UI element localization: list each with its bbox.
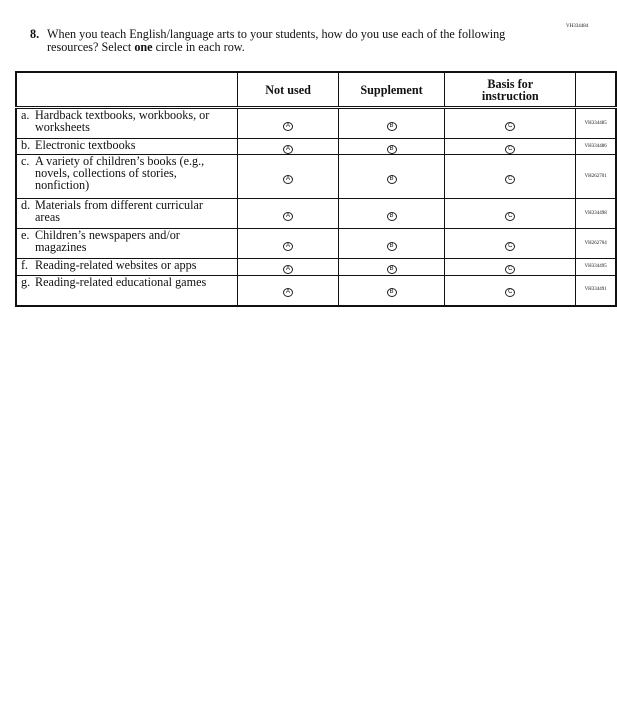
table-row: g. Reading-related educational games A B C VH… (15, 275, 617, 306)
question-number: 8. (30, 27, 40, 41)
radio-supplement[interactable]: B (386, 241, 397, 251)
row-label: b. Electronic textbooks (15, 138, 239, 155)
header-supplement: Supplement (337, 71, 446, 108)
row-letter: f. (21, 258, 29, 272)
row-letter: a. (21, 108, 30, 122)
question-text: When you teach English/language arts to … (47, 27, 506, 54)
header-basis: Basis for instruction (444, 71, 577, 108)
radio-not-used[interactable]: A (283, 211, 294, 221)
item-id: VH334485 (575, 107, 617, 139)
header-id (575, 71, 617, 108)
radio-not-used[interactable]: A (283, 288, 294, 298)
row-letter: e. (21, 228, 30, 242)
row-text: Materials from different curricular area… (35, 198, 203, 224)
row-label: d. Materials from different curricular ar… (15, 198, 239, 229)
row-letter: c. (21, 154, 30, 168)
header-blank (15, 71, 239, 108)
row-text: Reading-related websites or apps (35, 258, 197, 272)
item-id: VH262704 (575, 228, 617, 259)
table-row: b. Electronic textbooks A B C VH334486 (15, 138, 617, 155)
table-row: e. Children’s newspapers and/or magazines… (15, 228, 617, 259)
table-row: a. Hardback textbooks, workbooks, or work… (15, 107, 617, 139)
radio-not-used[interactable]: A (283, 241, 294, 251)
item-id: VH334486 (575, 138, 617, 155)
radio-not-used[interactable]: A (283, 265, 294, 274)
row-text: Reading-related educational games (35, 275, 207, 289)
question-prompt: 8. When you teach English/language arts … (30, 28, 550, 54)
radio-basis[interactable]: C (505, 174, 516, 184)
table-row: c. A variety of children’s books (e.g., n… (15, 154, 617, 199)
table-row: d. Materials from different curricular ar… (15, 198, 617, 229)
radio-supplement[interactable]: B (386, 211, 397, 221)
radio-supplement[interactable]: B (386, 265, 397, 274)
radio-supplement[interactable]: B (386, 174, 397, 184)
item-id: VH262701 (575, 154, 617, 199)
row-text: Hardback textbooks, workbooks, or worksh… (35, 108, 210, 134)
item-id: VH334498 (575, 198, 617, 229)
row-letter: b. (21, 138, 31, 152)
row-label: c. A variety of children’s books (e.g., n… (15, 154, 239, 199)
radio-basis[interactable]: C (505, 211, 516, 221)
radio-not-used[interactable]: A (283, 144, 294, 154)
row-label: g. Reading-related educational games (15, 275, 239, 306)
row-text: A variety of children’s books (e.g., nov… (35, 154, 205, 192)
radio-supplement[interactable]: B (386, 288, 397, 298)
radio-not-used[interactable]: A (283, 174, 294, 184)
question-id: VH334484 (566, 24, 589, 29)
question-emphasis: one (134, 40, 153, 54)
row-text: Children’s newspapers and/or magazines (35, 228, 180, 254)
item-id: VH334495 (575, 258, 617, 276)
header-not-used: Not used (237, 71, 339, 108)
radio-basis[interactable]: C (505, 144, 516, 154)
radio-basis[interactable]: C (505, 121, 516, 131)
response-grid: Not used Supplement Basis for instructio… (15, 71, 617, 307)
radio-basis[interactable]: C (505, 241, 516, 251)
row-text: Electronic textbooks (35, 138, 136, 152)
radio-basis[interactable]: C (505, 288, 516, 298)
row-letter: d. (21, 198, 31, 212)
radio-basis[interactable]: C (505, 265, 516, 274)
row-label: e. Children’s newspapers and/or magazines (15, 228, 239, 259)
radio-not-used[interactable]: A (283, 121, 294, 131)
radio-supplement[interactable]: B (386, 121, 397, 131)
row-letter: g. (21, 275, 31, 289)
radio-supplement[interactable]: B (386, 144, 397, 154)
question-text-end: circle in each row. (152, 40, 245, 54)
item-id: VH334491 (575, 275, 617, 306)
row-label: a. Hardback textbooks, workbooks, or work… (15, 107, 239, 139)
row-label: f. Reading-related websites or apps (15, 258, 239, 276)
table-row: f. Reading-related websites or apps A B C VH3… (15, 258, 617, 276)
